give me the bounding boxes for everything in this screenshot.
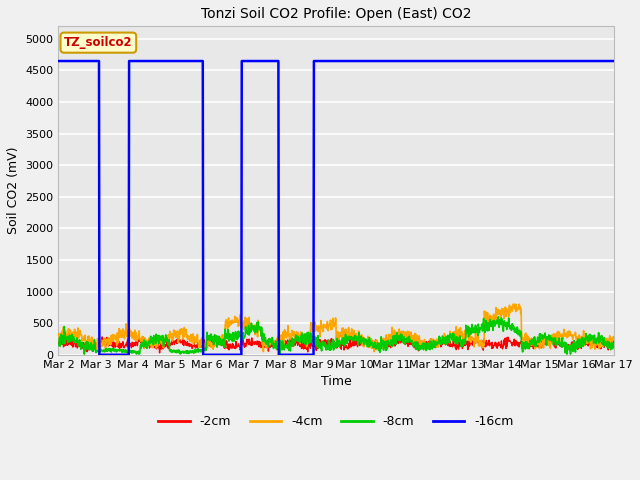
Title: Tonzi Soil CO2 Profile: Open (East) CO2: Tonzi Soil CO2 Profile: Open (East) CO2 [201,7,471,21]
Text: TZ_soilco2: TZ_soilco2 [64,36,132,49]
X-axis label: Time: Time [321,375,351,388]
Y-axis label: Soil CO2 (mV): Soil CO2 (mV) [7,147,20,234]
Legend: -2cm, -4cm, -8cm, -16cm: -2cm, -4cm, -8cm, -16cm [154,410,518,433]
